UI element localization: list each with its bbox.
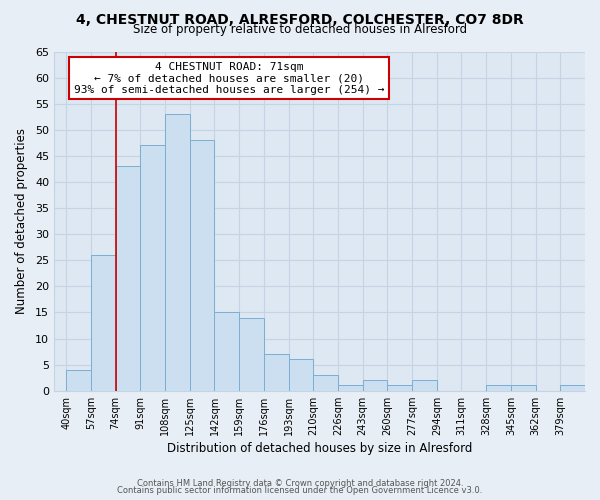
Text: Contains public sector information licensed under the Open Government Licence v3: Contains public sector information licen… xyxy=(118,486,482,495)
Bar xyxy=(486,386,511,390)
Bar xyxy=(511,386,536,390)
Bar xyxy=(338,386,362,390)
X-axis label: Distribution of detached houses by size in Alresford: Distribution of detached houses by size … xyxy=(167,442,472,455)
Bar xyxy=(214,312,239,390)
Bar xyxy=(313,375,338,390)
Text: 4, CHESTNUT ROAD, ALRESFORD, COLCHESTER, CO7 8DR: 4, CHESTNUT ROAD, ALRESFORD, COLCHESTER,… xyxy=(76,12,524,26)
Bar xyxy=(66,370,91,390)
Bar xyxy=(165,114,190,390)
Bar xyxy=(116,166,140,390)
Bar xyxy=(289,360,313,390)
Bar xyxy=(264,354,289,391)
Bar xyxy=(412,380,437,390)
Text: 4 CHESTNUT ROAD: 71sqm
← 7% of detached houses are smaller (20)
93% of semi-deta: 4 CHESTNUT ROAD: 71sqm ← 7% of detached … xyxy=(74,62,385,95)
Bar xyxy=(362,380,388,390)
Text: Size of property relative to detached houses in Alresford: Size of property relative to detached ho… xyxy=(133,24,467,36)
Text: Contains HM Land Registry data © Crown copyright and database right 2024.: Contains HM Land Registry data © Crown c… xyxy=(137,478,463,488)
Bar xyxy=(388,386,412,390)
Bar xyxy=(140,146,165,390)
Bar xyxy=(239,318,264,390)
Bar xyxy=(190,140,214,390)
Bar xyxy=(560,386,585,390)
Y-axis label: Number of detached properties: Number of detached properties xyxy=(15,128,28,314)
Bar xyxy=(91,255,116,390)
